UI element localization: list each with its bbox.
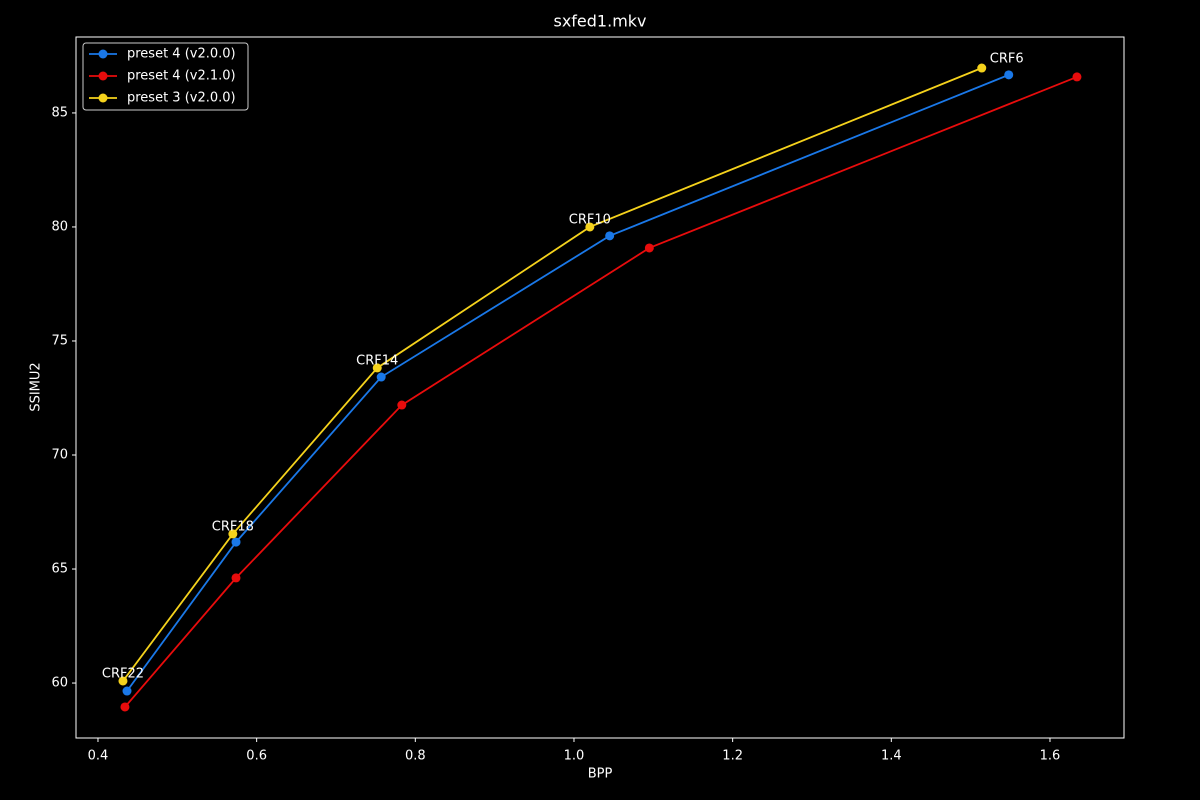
data-point <box>376 372 386 382</box>
data-point <box>231 537 241 547</box>
legend-label: preset 3 (v2.0.0) <box>127 91 236 106</box>
y-tick-label: 65 <box>51 562 68 577</box>
x-tick-label: 1.6 <box>1040 749 1061 764</box>
data-point <box>977 63 987 73</box>
y-tick-label: 70 <box>51 448 68 463</box>
data-point <box>1072 72 1082 82</box>
data-point <box>372 363 382 373</box>
legend-marker <box>98 71 108 81</box>
legend-label: preset 4 (v2.0.0) <box>127 47 236 62</box>
data-point <box>397 400 407 410</box>
legend-label: preset 4 (v2.1.0) <box>127 69 236 84</box>
y-tick-label: 75 <box>51 333 68 348</box>
point-label: CRF6 <box>990 52 1024 67</box>
series-line <box>124 76 1078 708</box>
y-axis-label: SSIMU2 <box>29 362 44 411</box>
point-label: CRF22 <box>102 666 144 681</box>
series-line <box>122 67 983 682</box>
chart-title: sxfed1.mkv <box>553 12 646 31</box>
x-tick-label: 0.4 <box>88 749 109 764</box>
data-point <box>231 573 241 583</box>
data-point <box>118 676 128 686</box>
point-label: CRF14 <box>356 353 398 368</box>
axes-frame <box>75 36 1125 739</box>
x-tick-label: 1.2 <box>722 749 743 764</box>
point-label: CRF10 <box>569 212 611 227</box>
data-point <box>644 243 654 253</box>
y-tick-label: 80 <box>51 219 68 234</box>
data-point <box>120 702 130 712</box>
legend-marker <box>98 93 108 103</box>
x-tick-label: 0.8 <box>405 749 426 764</box>
data-point <box>122 686 132 696</box>
x-tick-label: 0.6 <box>246 749 267 764</box>
data-point <box>1004 70 1014 80</box>
legend-box <box>82 42 249 111</box>
x-axis-label: BPP <box>588 767 613 782</box>
y-tick-label: 60 <box>51 676 68 691</box>
x-tick-label: 1.4 <box>881 749 902 764</box>
data-point <box>605 231 615 241</box>
legend-marker <box>98 49 108 59</box>
x-tick-label: 1.0 <box>564 749 585 764</box>
data-point <box>228 529 238 539</box>
series-line <box>126 74 1010 692</box>
y-tick-label: 85 <box>51 105 68 120</box>
data-point <box>585 222 595 232</box>
point-label: CRF18 <box>212 519 254 534</box>
